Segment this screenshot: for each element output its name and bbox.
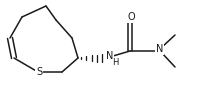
Text: O: O [127,12,135,22]
Text: N: N [156,44,163,54]
Text: S: S [36,67,42,77]
Text: N: N [106,51,113,61]
Text: H: H [112,58,118,67]
